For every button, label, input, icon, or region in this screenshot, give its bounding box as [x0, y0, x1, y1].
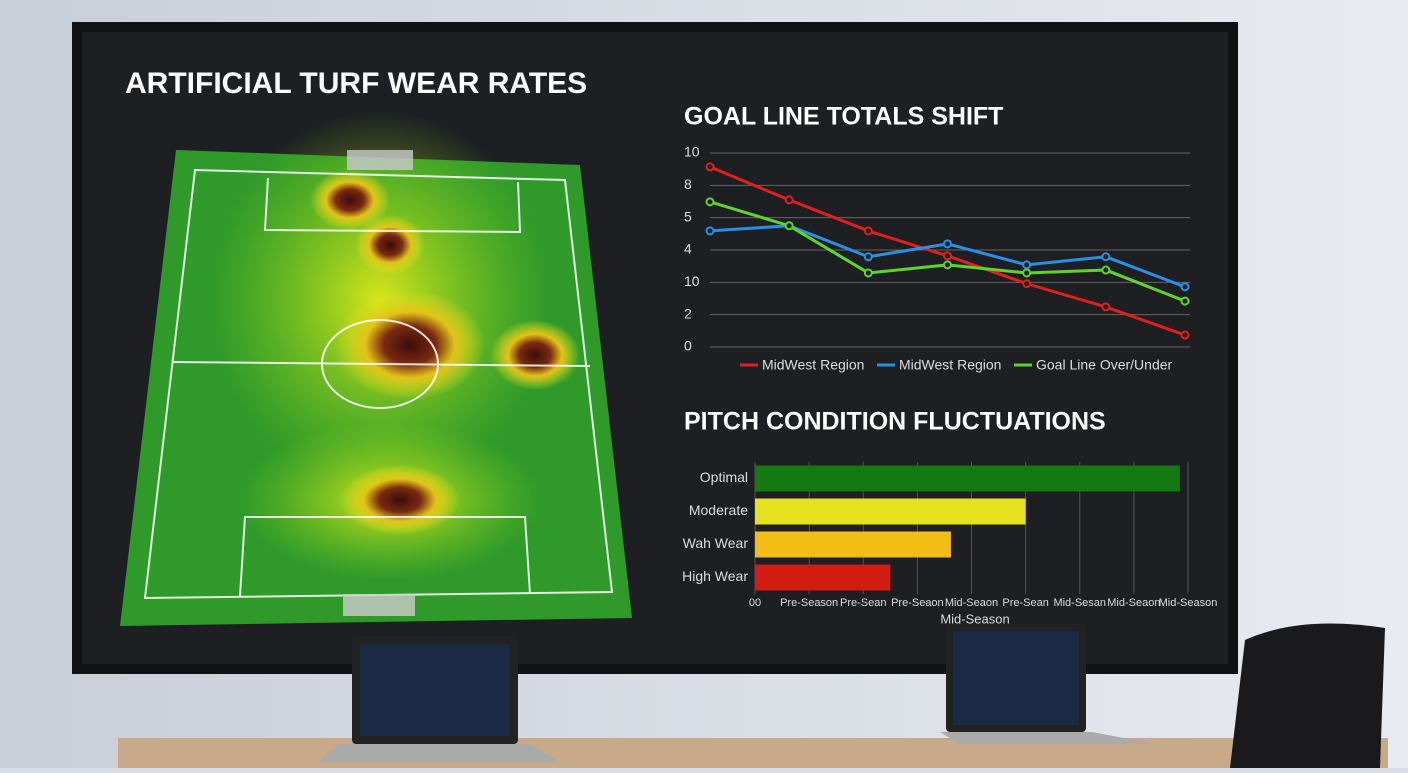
point: [1180, 296, 1190, 306]
x-tick-label: Pre-Seaon: [891, 597, 944, 609]
bar: [755, 531, 951, 558]
y-tick-label: 4: [684, 241, 692, 257]
point: [1022, 268, 1032, 278]
y-tick-label: 0: [684, 338, 692, 354]
desk: [118, 738, 1388, 768]
point: [705, 226, 715, 236]
point: [943, 251, 952, 261]
goal: [347, 150, 413, 170]
point: [1022, 279, 1032, 289]
point: [1101, 302, 1111, 312]
laptop-base: [318, 744, 560, 762]
y-tick-label: 10: [684, 144, 700, 160]
x-tick-label: Pre-Season: [780, 597, 838, 609]
pitch: [120, 110, 632, 626]
chart-title: GOAL LINE TOTALS SHIFT: [684, 103, 1003, 131]
y-tick-label: High Wear: [682, 568, 748, 584]
penalty-box: [263, 177, 522, 234]
heat-spot: [490, 320, 580, 390]
bar: [755, 564, 891, 591]
x-tick-label: Mid-Season: [1159, 597, 1218, 609]
bar: [755, 465, 1180, 492]
legend-label: MidWest Region: [762, 357, 864, 373]
point: [705, 197, 715, 207]
chair: [1230, 623, 1385, 768]
point: [1101, 252, 1111, 262]
y-tick-label: 10: [684, 273, 700, 289]
heatmap-title: ARTIFICIAL TURF WEAR RATES: [125, 67, 587, 100]
bar: [755, 498, 1026, 525]
legend-label: Goal Line Over/Under: [1036, 357, 1173, 373]
point: [1022, 260, 1032, 270]
x-axis-label: Mid-Season: [940, 611, 1009, 626]
point: [1180, 330, 1190, 340]
pitch-lines: [143, 168, 614, 600]
point: [863, 252, 873, 262]
heat-spot: [310, 170, 390, 230]
point: [784, 221, 794, 231]
heat-spot: [335, 290, 485, 400]
point: [863, 268, 873, 278]
x-tick-label: 00: [749, 597, 761, 609]
x-tick-label: Pre-Sean: [1002, 597, 1048, 609]
y-tick-label: Wah Wear: [683, 535, 749, 551]
laptop-screen: [360, 644, 510, 736]
center-circle: [321, 319, 439, 409]
laptop-base: [940, 732, 1155, 744]
goal: [343, 594, 415, 616]
heat-spot: [355, 215, 425, 275]
x-tick-label: Mid-Seaon: [945, 597, 998, 609]
point: [863, 226, 873, 236]
x-tick-label: Mid-Sesan: [1053, 597, 1106, 609]
point: [1180, 282, 1190, 292]
charts: GOAL LINE TOTALS SHIFT 0 2 10 4 5 8 10 MidWest R…: [682, 103, 1217, 627]
x-tick-label: Pre-Sean: [840, 597, 886, 609]
point: [784, 195, 794, 205]
halfway-line: [171, 361, 591, 367]
y-tick-label: 5: [684, 208, 692, 224]
y-tick-label: Optimal: [700, 469, 748, 485]
y-tick-label: 2: [684, 305, 692, 321]
y-tick-label: Moderate: [689, 502, 748, 518]
point: [705, 162, 715, 172]
chart-title: PITCH CONDITION FLUCTUATIONS: [684, 408, 1106, 436]
penalty-box: [239, 516, 531, 597]
legend-label: MidWest Region: [899, 357, 1001, 373]
y-tick-label: 8: [684, 176, 692, 192]
point: [1101, 265, 1111, 275]
heat-spot: [340, 465, 460, 535]
x-tick-label: Mid-Seaon: [1107, 597, 1160, 609]
point: [943, 239, 952, 249]
laptop-screen: [953, 631, 1079, 725]
point: [943, 260, 952, 270]
